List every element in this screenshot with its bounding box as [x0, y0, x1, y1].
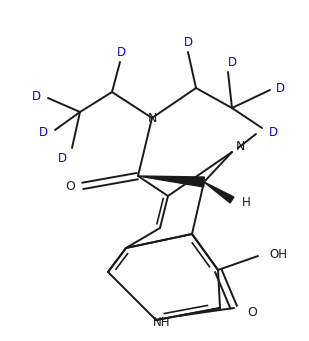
Polygon shape	[138, 176, 205, 187]
Text: D: D	[57, 151, 66, 164]
Text: O: O	[247, 306, 257, 318]
Text: OH: OH	[269, 248, 287, 261]
Text: D: D	[38, 125, 48, 138]
Text: O: O	[65, 179, 75, 193]
Text: NH: NH	[153, 315, 171, 328]
Text: D: D	[269, 127, 277, 139]
Text: D: D	[116, 45, 125, 59]
Text: N: N	[235, 139, 245, 152]
Text: H: H	[242, 195, 250, 208]
Text: D: D	[227, 56, 237, 69]
Polygon shape	[204, 182, 234, 203]
Text: D: D	[184, 35, 193, 48]
Text: N: N	[147, 112, 157, 124]
Text: D: D	[275, 81, 285, 94]
Text: D: D	[32, 89, 40, 103]
